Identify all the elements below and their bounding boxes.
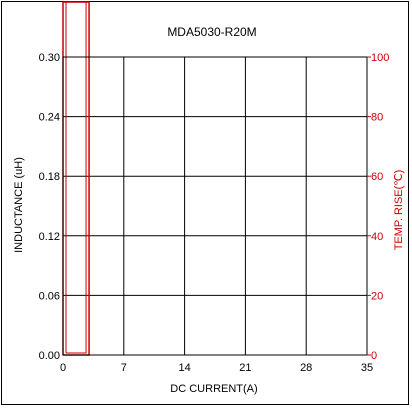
series-line-inner [65, 1, 87, 354]
y-axis-label: INDUCTANCE (uH) [13, 157, 25, 253]
chart-title: MDA5030-R20M [167, 25, 256, 39]
y2-tick-label: 80 [371, 112, 383, 124]
x-tick-label: 14 [178, 362, 190, 374]
y-tick-label: 0.00 [39, 350, 60, 362]
y-tick-label: 0.12 [39, 231, 60, 243]
grid [62, 56, 368, 356]
x-tick-label: 35 [361, 362, 373, 374]
y-tick-label: 0.18 [39, 171, 60, 183]
x-tick-label: 21 [239, 362, 251, 374]
x-axis-label: DC CURRENT(A) [170, 383, 257, 395]
x-tick-label: 7 [121, 362, 127, 374]
series-layer [62, 1, 90, 356]
y2-tick-label: 20 [371, 290, 383, 302]
x-tick-label: 0 [60, 362, 66, 374]
x-axis-ticks: 0 7 14 21 28 35 [60, 362, 373, 374]
y2-axis-label: TEMP. RISE(℃) [393, 170, 405, 251]
y-tick-label: 0.06 [39, 290, 60, 302]
y2-tick-label: 60 [371, 171, 383, 183]
y2-tick-label: 40 [371, 231, 383, 243]
y2-tick-label: 100 [371, 52, 389, 64]
y-tick-label: 0.30 [39, 52, 60, 64]
y-axis-ticks: 0.00 0.06 0.12 0.18 0.24 0.30 [39, 52, 60, 362]
y2-tick-label: 0 [371, 350, 377, 362]
y-tick-label: 0.24 [39, 112, 60, 124]
series-line [62, 1, 90, 356]
y2-axis-ticks: 0 20 40 60 80 100 [367, 52, 389, 362]
x-tick-label: 28 [300, 362, 312, 374]
plot-border [62, 56, 368, 356]
chart-frame [1, 1, 409, 405]
